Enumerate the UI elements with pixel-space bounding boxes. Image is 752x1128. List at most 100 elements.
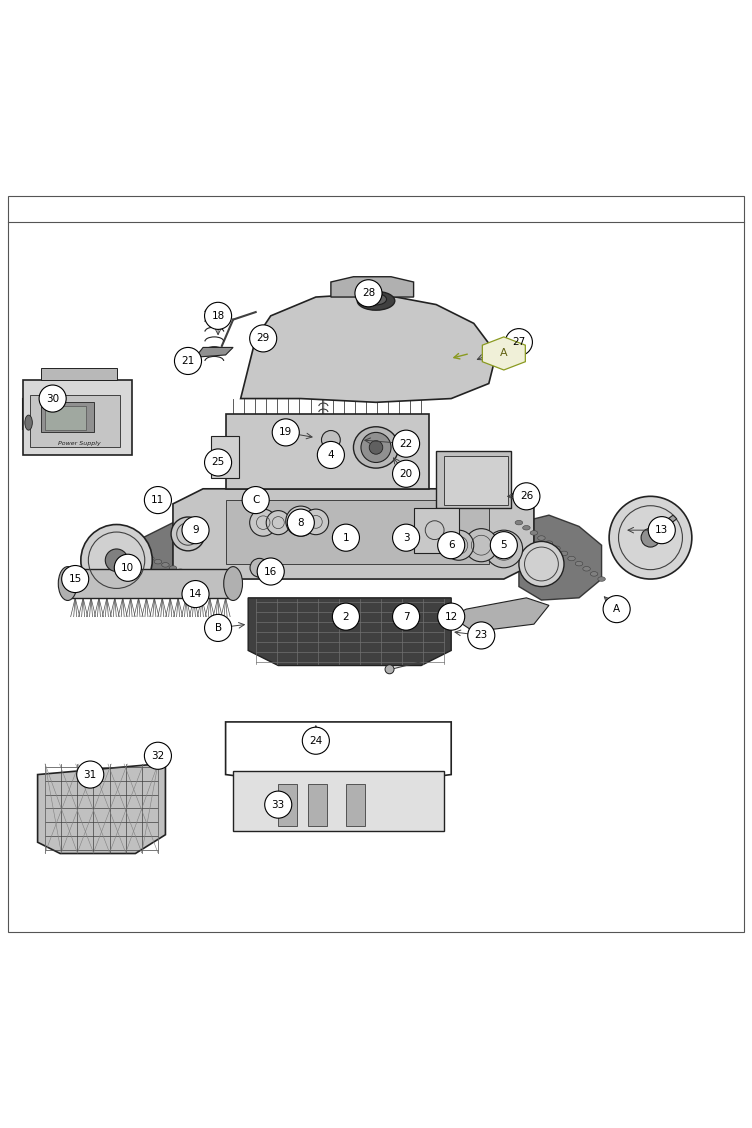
Polygon shape	[248, 598, 451, 666]
Bar	[226, 414, 429, 488]
Circle shape	[393, 525, 420, 552]
Circle shape	[438, 603, 465, 631]
Ellipse shape	[81, 525, 152, 596]
Text: 13: 13	[655, 526, 669, 535]
Ellipse shape	[609, 496, 692, 579]
Ellipse shape	[369, 441, 383, 455]
Bar	[41, 403, 94, 432]
Ellipse shape	[169, 566, 177, 571]
Bar	[211, 437, 239, 477]
Ellipse shape	[105, 549, 128, 572]
Ellipse shape	[124, 547, 132, 552]
Polygon shape	[482, 337, 526, 370]
Bar	[233, 770, 444, 831]
Polygon shape	[241, 293, 496, 403]
Ellipse shape	[590, 572, 598, 576]
Text: 25: 25	[211, 458, 225, 467]
Text: 31: 31	[83, 769, 97, 779]
Ellipse shape	[485, 530, 523, 567]
Circle shape	[287, 509, 314, 536]
Circle shape	[205, 449, 232, 476]
Text: 6: 6	[448, 540, 454, 550]
Circle shape	[205, 302, 232, 329]
Ellipse shape	[641, 528, 660, 547]
Ellipse shape	[519, 541, 564, 587]
Circle shape	[505, 328, 532, 355]
Ellipse shape	[58, 566, 77, 600]
Text: A: A	[613, 605, 620, 614]
Circle shape	[648, 517, 675, 544]
Text: 9: 9	[193, 526, 199, 535]
Ellipse shape	[303, 509, 329, 535]
Bar	[68, 570, 233, 598]
Ellipse shape	[515, 520, 523, 525]
Ellipse shape	[583, 566, 590, 571]
Text: 26: 26	[520, 492, 533, 501]
Circle shape	[114, 554, 141, 581]
Circle shape	[393, 430, 420, 457]
Polygon shape	[451, 598, 549, 632]
Circle shape	[603, 596, 630, 623]
Text: 21: 21	[181, 356, 195, 365]
Ellipse shape	[207, 582, 214, 587]
Ellipse shape	[598, 576, 605, 581]
Ellipse shape	[199, 579, 207, 583]
Ellipse shape	[385, 664, 394, 673]
Text: 15: 15	[68, 574, 82, 584]
Ellipse shape	[139, 553, 147, 557]
Bar	[226, 500, 489, 564]
Circle shape	[265, 791, 292, 818]
Text: 28: 28	[362, 289, 375, 298]
Ellipse shape	[147, 556, 154, 561]
Text: 14: 14	[189, 589, 202, 599]
Text: 24: 24	[309, 735, 323, 746]
Text: 16: 16	[264, 566, 277, 576]
Polygon shape	[196, 347, 233, 358]
Circle shape	[317, 441, 344, 468]
Circle shape	[250, 325, 277, 352]
Polygon shape	[331, 276, 414, 297]
Circle shape	[355, 280, 382, 307]
Bar	[30, 395, 120, 448]
Ellipse shape	[214, 585, 222, 590]
Text: 27: 27	[512, 337, 526, 347]
Text: 1: 1	[343, 532, 349, 543]
Ellipse shape	[171, 517, 205, 550]
Circle shape	[39, 385, 66, 412]
Ellipse shape	[523, 526, 530, 530]
Ellipse shape	[132, 549, 139, 554]
Ellipse shape	[361, 432, 391, 462]
Text: Power Supply: Power Supply	[58, 441, 100, 447]
Text: 3: 3	[403, 532, 409, 543]
Circle shape	[332, 525, 359, 552]
Text: 33: 33	[271, 800, 285, 810]
Text: B: B	[214, 623, 222, 633]
Bar	[414, 508, 459, 553]
Bar	[45, 406, 86, 430]
Polygon shape	[128, 519, 226, 592]
Ellipse shape	[545, 541, 553, 546]
Ellipse shape	[266, 511, 290, 535]
Circle shape	[393, 603, 420, 631]
Ellipse shape	[25, 415, 32, 430]
Text: 4: 4	[328, 450, 334, 460]
Text: 32: 32	[151, 751, 165, 760]
Circle shape	[393, 460, 420, 487]
Bar	[278, 784, 297, 826]
Text: 29: 29	[256, 334, 270, 343]
Text: 20: 20	[399, 469, 413, 478]
Circle shape	[205, 615, 232, 642]
Ellipse shape	[357, 291, 395, 310]
Text: 18: 18	[211, 311, 225, 320]
Circle shape	[302, 728, 329, 755]
Text: 7: 7	[403, 611, 409, 622]
Ellipse shape	[568, 556, 575, 561]
Circle shape	[144, 742, 171, 769]
Ellipse shape	[553, 546, 560, 550]
Circle shape	[144, 486, 171, 513]
Bar	[23, 380, 132, 455]
Bar	[41, 369, 117, 380]
Text: 8: 8	[298, 518, 304, 528]
Text: 19: 19	[279, 428, 293, 438]
Bar	[444, 457, 508, 505]
